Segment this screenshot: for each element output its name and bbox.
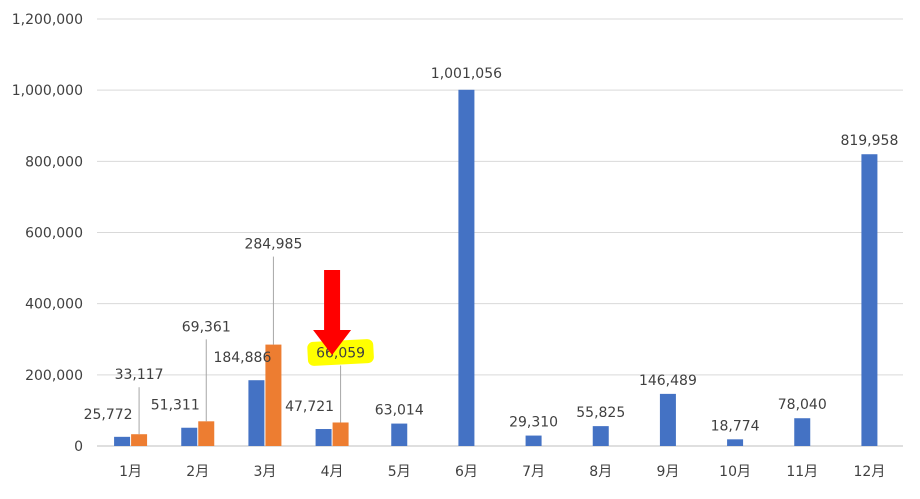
x-tick-label: 11月 xyxy=(786,464,818,480)
bar xyxy=(114,436,131,446)
data-label: 63,014 xyxy=(375,403,424,419)
y-tick-label: 1,000,000 xyxy=(12,83,83,99)
data-label: 146,489 xyxy=(639,373,697,389)
data-label: 1,001,056 xyxy=(431,66,502,82)
data-label: 25,772 xyxy=(84,407,133,423)
bar xyxy=(198,421,215,446)
bar xyxy=(592,426,609,446)
data-label: 69,361 xyxy=(182,319,231,335)
bar xyxy=(248,380,265,446)
data-label: 33,117 xyxy=(115,367,164,383)
x-tick-label: 4月 xyxy=(321,464,344,480)
bar xyxy=(861,154,878,446)
bar xyxy=(794,418,811,446)
x-tick-label: 7月 xyxy=(522,464,545,480)
data-label: 78,040 xyxy=(778,397,827,413)
y-tick-label: 600,000 xyxy=(25,226,83,242)
x-tick-label: 6月 xyxy=(455,464,478,480)
x-tick-label: 9月 xyxy=(656,464,679,480)
x-tick-label: 12月 xyxy=(854,464,886,480)
data-label: 184,886 xyxy=(213,350,271,366)
data-label: 29,310 xyxy=(509,415,558,431)
bar xyxy=(181,427,198,446)
data-label: 47,721 xyxy=(285,399,334,415)
bar xyxy=(332,422,349,446)
data-label: 66,059 xyxy=(316,345,365,361)
y-tick-label: 800,000 xyxy=(25,154,83,170)
bar xyxy=(131,434,148,446)
data-label: 55,825 xyxy=(576,405,625,421)
bar xyxy=(659,393,676,446)
bar xyxy=(265,344,282,446)
bar xyxy=(525,435,542,446)
y-tick-label: 1,200,000 xyxy=(12,12,83,28)
data-label: 18,774 xyxy=(711,418,760,434)
y-tick-label: 0 xyxy=(74,439,83,455)
x-tick-label: 2月 xyxy=(186,464,209,480)
x-tick-label: 1月 xyxy=(119,464,142,480)
x-tick-label: 3月 xyxy=(253,464,276,480)
bar xyxy=(315,429,332,446)
x-tick-label: 8月 xyxy=(589,464,612,480)
data-label: 284,985 xyxy=(244,237,302,253)
data-label: 819,958 xyxy=(840,133,898,149)
bar xyxy=(458,89,475,447)
bar xyxy=(391,423,408,446)
x-tick-label: 10月 xyxy=(719,464,751,480)
red-arrow-annotation xyxy=(313,270,352,355)
highlight-marker xyxy=(307,339,374,366)
x-tick-label: 5月 xyxy=(388,464,411,480)
bar xyxy=(727,439,744,446)
y-tick-label: 400,000 xyxy=(25,297,83,313)
data-label: 51,311 xyxy=(151,398,200,414)
y-tick-label: 200,000 xyxy=(25,368,83,384)
